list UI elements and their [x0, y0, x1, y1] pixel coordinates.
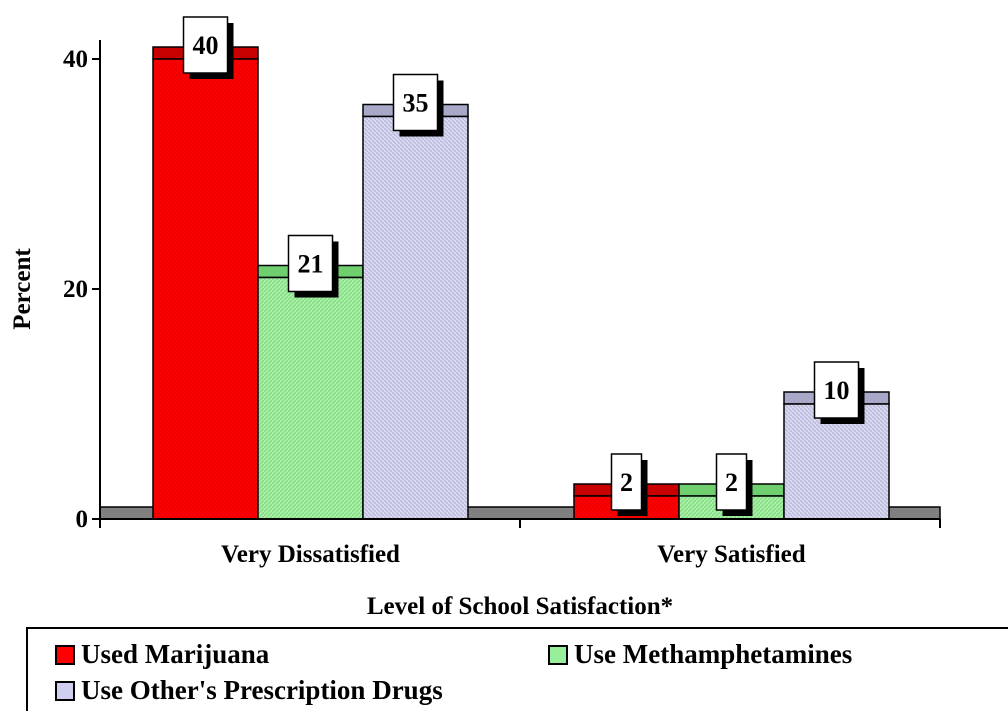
- legend-item-prescription-drugs: Use Other's Prescription Drugs: [55, 675, 443, 706]
- legend-label: Use Other's Prescription Drugs: [81, 675, 443, 706]
- svg-text:2: 2: [725, 468, 738, 497]
- data-label: 10: [815, 362, 865, 424]
- legend-swatch-marijuana: [55, 645, 75, 665]
- data-label: 40: [184, 17, 234, 79]
- legend-item-methamphetamines: Use Methamphetamines: [548, 639, 852, 670]
- legend-swatch-prescription-drugs: [55, 681, 75, 701]
- legend-label: Use Methamphetamines: [574, 639, 852, 670]
- svg-text:40: 40: [193, 31, 219, 60]
- svg-text:10: 10: [824, 376, 850, 405]
- svg-text:35: 35: [403, 89, 429, 118]
- legend: Used Marijuana Use Methamphetamines Use …: [26, 627, 1008, 711]
- bar-chart: 0 20 40 Very Dissatisfied Very Satisfied 40 2…: [0, 0, 1008, 627]
- bar: [153, 59, 258, 519]
- data-label: 35: [394, 75, 444, 137]
- data-label: 21: [289, 236, 339, 298]
- svg-text:21: 21: [298, 250, 324, 279]
- x-tick-label: Very Satisfied: [657, 541, 805, 568]
- x-tick-label: Very Dissatisfied: [221, 541, 400, 568]
- y-tick-label: 0: [76, 506, 89, 533]
- y-tick-label: 20: [63, 276, 88, 303]
- y-tick-label: 40: [63, 46, 88, 73]
- legend-swatch-methamphetamines: [548, 645, 568, 665]
- bar: [363, 117, 468, 520]
- x-axis-label: Level of School Satisfaction*: [367, 593, 673, 620]
- bar: [258, 278, 363, 520]
- data-label: 2: [717, 454, 753, 516]
- svg-text:2: 2: [620, 468, 633, 497]
- y-axis-label: Percent: [9, 248, 36, 330]
- legend-item-marijuana: Used Marijuana: [55, 639, 269, 670]
- data-label: 2: [612, 454, 648, 516]
- legend-label: Used Marijuana: [81, 639, 269, 670]
